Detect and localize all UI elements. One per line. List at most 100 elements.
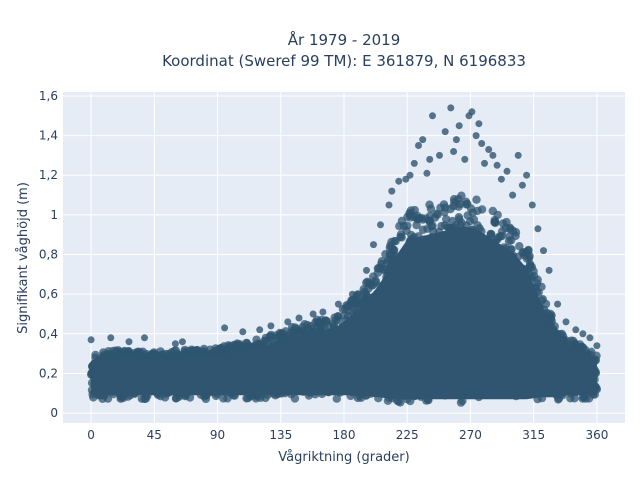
data-point [423,169,431,177]
y-tick-label: 0,4 [39,327,58,341]
data-point [486,229,495,239]
data-point [413,215,422,224]
data-point [363,266,370,274]
y-tick-label: 0,8 [39,248,58,262]
data-point [493,161,501,169]
data-point [290,394,300,403]
data-point [419,136,427,144]
y-tick-label: 0,6 [39,287,58,301]
data-point [284,318,292,326]
y-tick-label: 1,6 [39,89,58,103]
data-point-cluster [91,226,597,400]
x-tick-label: 270 [459,428,482,442]
data-point [348,290,356,298]
data-point [554,300,562,308]
x-tick-label: 180 [333,428,356,442]
data-point [498,231,507,241]
data-point [217,347,227,356]
data-point [185,393,195,402]
data-point [114,346,123,355]
data-point [171,394,181,403]
data-point [383,256,393,265]
y-tick-label: 1,4 [39,129,58,143]
data-point [472,195,481,204]
data-point [489,151,497,159]
data-point [341,304,350,313]
data-point [332,394,341,403]
data-point [306,322,315,331]
data-point [385,201,393,209]
chart-title-line-2: Koordinat (Sweref 99 TM): E 361879, N 61… [162,52,526,70]
data-point [178,338,186,346]
data-point [452,136,460,144]
data-point [156,347,165,356]
plot-area: 0 45 90 135 180 225 270 315 360 0 0,2 0,4 0,6 0,8 1 1,2… [39,89,625,442]
data-point [522,254,531,263]
data-point [439,200,449,209]
data-point [518,181,526,189]
x-tick-label: 135 [269,428,292,442]
data-point [593,342,601,350]
data-point [478,140,486,147]
data-point [406,171,414,179]
data-point [523,171,531,179]
data-point [395,177,403,185]
data-point [362,278,371,287]
data-point [410,159,418,167]
data-point [287,323,297,332]
data-point [450,197,459,207]
data-point [503,167,511,175]
data-point [540,247,547,255]
data-point [545,266,553,274]
data-point [133,350,142,359]
data-point [353,290,363,299]
data-point [323,317,332,326]
data-point [514,151,522,159]
data-point [534,225,542,233]
data-point [515,242,524,251]
data-point [219,394,228,403]
data-point [475,120,483,128]
data-point [369,272,378,281]
data-point [171,340,179,348]
data-point [406,213,415,222]
data-point [91,350,100,360]
data-point [433,210,442,219]
data-point [239,328,247,336]
data-point [448,216,457,226]
data-point [396,398,405,407]
data-point [415,142,422,149]
data-point [569,336,578,346]
data-point [455,122,463,130]
data-point [572,326,580,334]
data-point [528,201,536,209]
data-point [472,132,480,140]
y-axis-label: Signifikant våghöjd (m) [16,182,31,334]
data-point [509,191,517,199]
data-point [334,300,342,308]
data-point [497,175,505,183]
x-axis-label: Vågriktning (grader) [278,450,409,465]
data-point [511,231,520,241]
y-tick-label: 0 [50,406,58,420]
data-point [277,330,286,339]
x-tick-label: 0 [87,428,95,442]
data-point [541,299,551,309]
data-point [314,317,324,326]
data-point [426,204,436,213]
data-point [418,225,428,234]
data-point [211,344,220,353]
data-point [457,191,466,200]
data-point [566,394,575,403]
data-point [436,151,443,159]
data-point [137,394,146,403]
x-tick-label: 225 [396,428,419,442]
data-point [377,221,384,229]
data-point [562,318,570,326]
data-point [107,334,115,342]
data-point [229,340,239,350]
data-point [87,336,95,344]
data-point [579,330,587,338]
